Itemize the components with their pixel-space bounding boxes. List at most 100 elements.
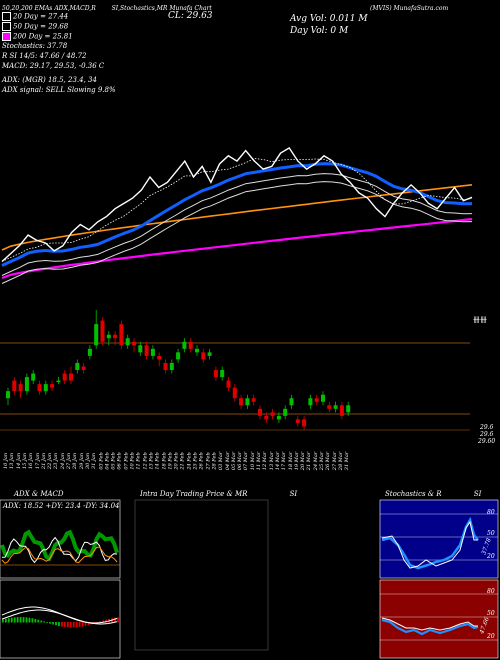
day-volume: Day Vol: 0 M — [290, 26, 349, 36]
macd-histogram-bar — [46, 622, 49, 623]
candle-body — [346, 405, 351, 413]
price-chart: 卌卌 — [0, 146, 487, 431]
ma-orange-line — [1, 184, 473, 251]
candle-body — [270, 412, 275, 416]
macd-histogram-bar — [72, 622, 75, 628]
candle-body — [327, 405, 332, 409]
adx-panel — [0, 499, 121, 579]
candle-body — [113, 334, 118, 339]
macd-histogram-bar — [114, 617, 116, 623]
candle-body — [333, 405, 338, 409]
avg-volume: Avg Vol: 0.011 M — [290, 14, 368, 24]
candle-body — [207, 352, 212, 356]
macd-histogram-bar — [102, 620, 105, 623]
ma-200-line — [1, 218, 473, 280]
macd-histogram-bar — [87, 622, 90, 626]
macd-histogram-bar — [34, 618, 37, 623]
rsi-line — [381, 618, 479, 636]
macd-histogram-bar — [25, 617, 28, 623]
candle-body — [276, 415, 281, 420]
macd-histogram-bar — [2, 619, 4, 623]
macd-readout: MACD: 29.17, 29.53, -0.36 C — [2, 62, 105, 70]
adx-signal-readout: ADX signal: SELL Slowing 9.8% — [2, 86, 116, 94]
x-axis-date-label: 07 Mar — [243, 451, 250, 471]
candle-body — [132, 341, 136, 346]
candle-body — [24, 377, 29, 392]
candle-body — [226, 380, 231, 388]
macd-histogram-bar — [13, 617, 16, 623]
adx-panel-title: ADX & MACD — [14, 490, 64, 498]
x-axis-date-label: 19 Mar — [294, 451, 301, 471]
x-axis-date-label: 03 Mar — [218, 451, 225, 471]
macd-histogram-bar — [111, 618, 113, 623]
macd-histogram-bar — [90, 622, 93, 625]
candle-body — [264, 415, 269, 420]
macd-line — [1, 606, 118, 624]
macd-histogram-bar — [4, 618, 7, 623]
x-axis-date-label: 19 Feb — [167, 452, 174, 470]
macd-histogram-bar — [28, 617, 31, 623]
candle-body — [69, 373, 73, 381]
legend-swatch-icon — [2, 22, 11, 31]
candle-body — [176, 352, 181, 360]
macd-histogram-bar — [55, 622, 57, 626]
candle-body — [314, 398, 319, 402]
macd-histogram-bar — [78, 622, 81, 627]
legend-swatch-icon — [2, 12, 11, 21]
candle-body — [283, 408, 288, 416]
candle-body — [125, 338, 130, 346]
macd-histogram-bar — [117, 617, 119, 623]
x-axis-date-label: 13 Feb — [148, 452, 155, 470]
header-si-label: SI,Stochastics,MR — [111, 5, 168, 12]
plus-di-line — [0, 529, 120, 562]
macd-histogram-bar — [43, 621, 46, 623]
macd-histogram-bar — [40, 620, 43, 623]
legend-swatch-icon — [2, 32, 11, 41]
x-axis-date-label: 03 Feb — [98, 452, 105, 470]
legend-200day-text: 200 Day = 25.81 — [13, 32, 73, 41]
x-axis-date-label: 17 Mar — [281, 451, 288, 471]
stochastics-readout: Stochastics: 37.78 — [2, 42, 68, 50]
candle-body — [50, 384, 55, 388]
x-axis-date-label: 16 Jan — [28, 452, 35, 470]
candle-body — [195, 348, 199, 353]
candle-body — [295, 419, 300, 423]
x-axis-date-label: 14 Mar — [275, 451, 282, 471]
x-axis-date-label: 13 Jan — [9, 452, 16, 470]
candle-body — [182, 341, 187, 349]
stoch-tick-80: 80 — [487, 509, 495, 516]
ma-50-line — [1, 162, 473, 267]
candle-body — [157, 355, 162, 360]
candle-body — [201, 352, 206, 360]
stoch-tick-20: 20 — [487, 553, 495, 560]
candle-body — [169, 362, 174, 370]
adx-readout: ADX: (MGR) 18.5, 23.4, 34 — [2, 76, 97, 84]
macd-histogram-bar — [7, 618, 10, 623]
x-axis-date-label: 17 Jan — [34, 452, 41, 470]
macd-histogram-bar — [69, 622, 72, 628]
x-axis-date-label: 04 Mar — [224, 451, 231, 471]
candle-body — [62, 373, 67, 381]
macd-histogram-bar — [66, 622, 69, 628]
x-axis-date-label: 31 Mar — [344, 451, 351, 471]
candle-body — [232, 387, 237, 399]
candle-body — [302, 419, 307, 427]
minus-di-line — [2, 536, 118, 564]
close-price-line — [1, 146, 473, 263]
header-top-row: 50,20,200 EMAs ADX,MACD,R SI,Stochastics… — [2, 5, 292, 12]
candle-body — [43, 384, 48, 392]
legend-item-20day: 20 Day = 27.44 — [2, 12, 116, 22]
x-axis-date-label: 28 Jan — [72, 452, 79, 470]
ma-band-upper-line — [1, 173, 473, 276]
header-site: (MVIS) MunafaSutra.com — [370, 5, 449, 12]
price-axis-label: 29.6 — [480, 431, 494, 438]
candle-body — [163, 362, 168, 370]
intraday-panel-title: Intra Day Trading Price & MR SI — [140, 490, 297, 498]
x-axis-date-label: 18 Mar — [287, 451, 294, 471]
macd-histogram-bar — [52, 622, 54, 625]
stoch-panel-title: Stochastics & R SI — [385, 490, 481, 498]
macd-histogram-bar — [63, 622, 66, 628]
candle-body — [188, 341, 193, 349]
price-axis-label: 29.60 — [478, 438, 496, 445]
candle-body — [56, 380, 61, 383]
